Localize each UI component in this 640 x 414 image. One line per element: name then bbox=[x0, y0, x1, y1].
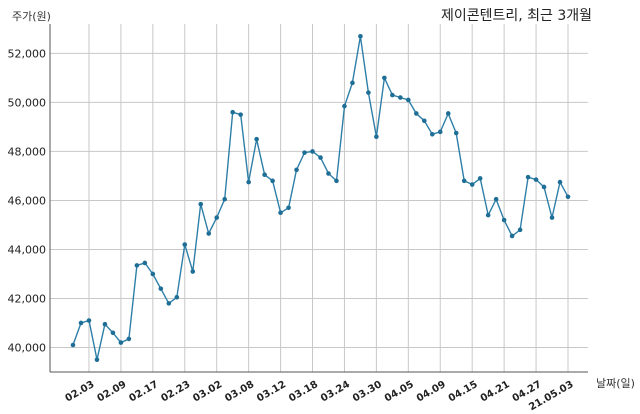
data-point bbox=[158, 286, 164, 291]
data-point bbox=[350, 80, 355, 86]
x-axis-label: 날짜(일) bbox=[596, 376, 635, 390]
data-point bbox=[541, 184, 547, 190]
x-tick-labels: 02.03 02.09 02.17 02.23 03.02 03.08 03.12 03.18… bbox=[64, 379, 576, 413]
y-tick-label: 50,000 bbox=[8, 96, 47, 109]
data-point bbox=[517, 227, 523, 233]
data-point bbox=[238, 112, 243, 117]
y-axis-label: 주가(원) bbox=[12, 10, 51, 23]
data-point bbox=[262, 172, 267, 178]
data-point bbox=[222, 196, 227, 202]
data-point bbox=[533, 177, 539, 182]
data-point bbox=[406, 97, 411, 103]
data-point bbox=[174, 294, 180, 300]
data-point bbox=[485, 212, 491, 218]
grid-lines bbox=[50, 24, 588, 372]
data-point bbox=[557, 179, 563, 185]
data-point bbox=[477, 176, 483, 181]
data-point bbox=[310, 149, 315, 154]
data-point bbox=[206, 231, 212, 236]
data-point bbox=[445, 111, 451, 116]
data-point bbox=[358, 33, 363, 39]
price-line bbox=[72, 36, 569, 360]
data-point bbox=[493, 196, 499, 202]
data-point bbox=[326, 171, 331, 176]
data-point bbox=[182, 242, 188, 247]
data-point bbox=[342, 103, 347, 109]
chart-title: 제이콘텐트리, 최근 3개월 bbox=[441, 8, 592, 24]
data-point bbox=[382, 75, 387, 81]
data-point bbox=[246, 179, 251, 185]
data-point bbox=[469, 182, 475, 187]
axes bbox=[49, 24, 588, 373]
x-tick-label: 03.18 bbox=[287, 379, 320, 404]
x-tick-label: 03.24 bbox=[319, 379, 352, 404]
x-tick-label: 02.17 bbox=[127, 379, 160, 404]
data-point bbox=[453, 130, 459, 136]
y-tick-label: 48,000 bbox=[8, 145, 47, 158]
data-point bbox=[278, 210, 283, 216]
x-tick-label: 04.09 bbox=[415, 379, 448, 404]
data-point bbox=[549, 215, 555, 220]
data-point bbox=[190, 269, 196, 274]
y-tick-label: 40,000 bbox=[8, 341, 47, 354]
y-tick-label: 42,000 bbox=[8, 292, 47, 305]
data-point bbox=[509, 233, 515, 239]
x-tick-label: 02.03 bbox=[64, 379, 97, 404]
x-tick-label: 03.30 bbox=[351, 379, 384, 404]
data-point bbox=[150, 271, 156, 277]
y-tick-label: 46,000 bbox=[8, 194, 47, 207]
x-tick-label: 02.09 bbox=[96, 379, 129, 404]
data-point bbox=[437, 129, 443, 135]
data-point bbox=[390, 92, 395, 98]
data-point bbox=[78, 320, 84, 326]
data-point bbox=[254, 136, 259, 142]
data-point bbox=[214, 215, 220, 220]
data-point bbox=[94, 357, 100, 363]
data-point bbox=[501, 217, 507, 223]
x-tick-label: 04.15 bbox=[447, 379, 480, 404]
data-point bbox=[318, 155, 323, 160]
x-tick-label: 04.05 bbox=[383, 379, 416, 404]
data-point bbox=[461, 178, 467, 184]
data-point bbox=[429, 131, 435, 137]
data-point bbox=[286, 205, 291, 211]
data-point bbox=[525, 174, 531, 180]
x-tick-label: 03.12 bbox=[255, 379, 288, 404]
data-point bbox=[142, 260, 148, 266]
data-point bbox=[366, 90, 371, 95]
y-tick-labels: 40,000 42,000 44,000 46,000 48,000 50,000 52,0… bbox=[8, 47, 47, 354]
data-point bbox=[302, 150, 307, 155]
data-point bbox=[270, 178, 275, 184]
data-point bbox=[414, 111, 419, 116]
data-point bbox=[110, 330, 116, 336]
data-point bbox=[134, 263, 140, 268]
data-point bbox=[102, 321, 108, 327]
data-point bbox=[118, 340, 124, 345]
data-point bbox=[334, 178, 339, 184]
x-tick-label: 02.23 bbox=[159, 379, 192, 404]
data-point bbox=[70, 342, 76, 348]
data-point bbox=[294, 167, 299, 173]
price-series bbox=[70, 33, 571, 363]
data-point bbox=[421, 118, 427, 124]
data-point bbox=[230, 109, 235, 115]
y-tick-label: 44,000 bbox=[8, 243, 47, 256]
data-point bbox=[166, 301, 172, 306]
x-tick-label: 03.08 bbox=[223, 379, 256, 404]
data-point bbox=[126, 336, 132, 342]
data-point bbox=[374, 134, 379, 140]
x-tick-label: 04.21 bbox=[479, 379, 512, 404]
data-point bbox=[565, 194, 571, 200]
data-point bbox=[86, 318, 92, 323]
data-point bbox=[198, 201, 204, 207]
data-point bbox=[398, 95, 403, 100]
y-tick-label: 52,000 bbox=[8, 47, 47, 60]
x-tick-label: 03.02 bbox=[191, 379, 224, 404]
